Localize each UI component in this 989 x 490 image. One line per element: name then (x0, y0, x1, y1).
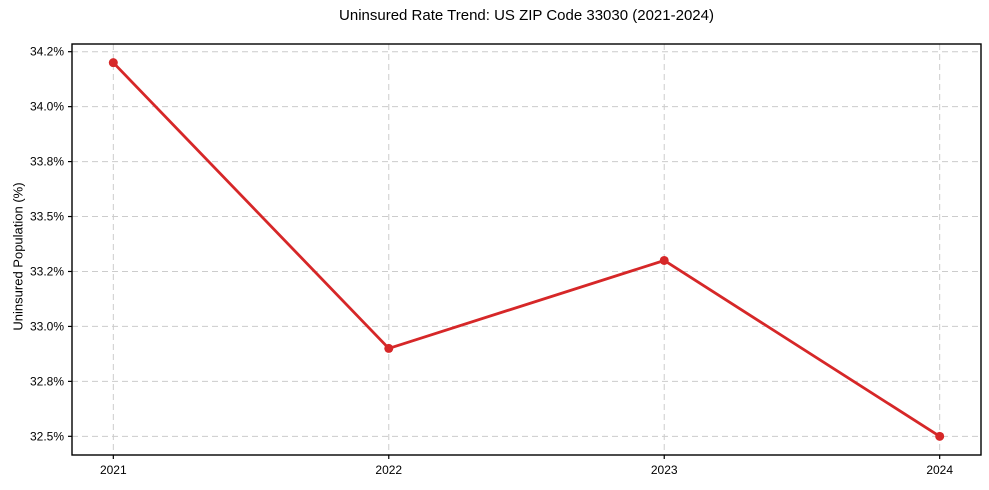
y-tick-label: 34.2% (30, 45, 64, 59)
plot-frame (71, 43, 982, 456)
data-point-marker (384, 343, 394, 353)
y-tick-label: 32.8% (30, 374, 64, 388)
y-tick-label: 32.5% (30, 429, 64, 443)
chart-title: Uninsured Rate Trend: US ZIP Code 33030 … (339, 7, 714, 24)
y-tick-label: 33.0% (30, 319, 64, 333)
data-point-marker (108, 58, 118, 68)
y-tick-label: 33.2% (30, 264, 64, 278)
x-tick-label: 2023 (651, 463, 678, 477)
x-tick-label: 2024 (926, 463, 953, 477)
y-tick-label: 33.8% (30, 155, 64, 169)
x-tick-label: 2021 (100, 463, 127, 477)
data-point-marker (659, 255, 669, 265)
y-tick-label: 33.5% (30, 210, 64, 224)
x-tick-label: 2022 (375, 463, 402, 477)
data-point-marker (935, 431, 945, 441)
y-tick-label: 34.0% (30, 100, 64, 114)
trend-line (111, 61, 942, 438)
